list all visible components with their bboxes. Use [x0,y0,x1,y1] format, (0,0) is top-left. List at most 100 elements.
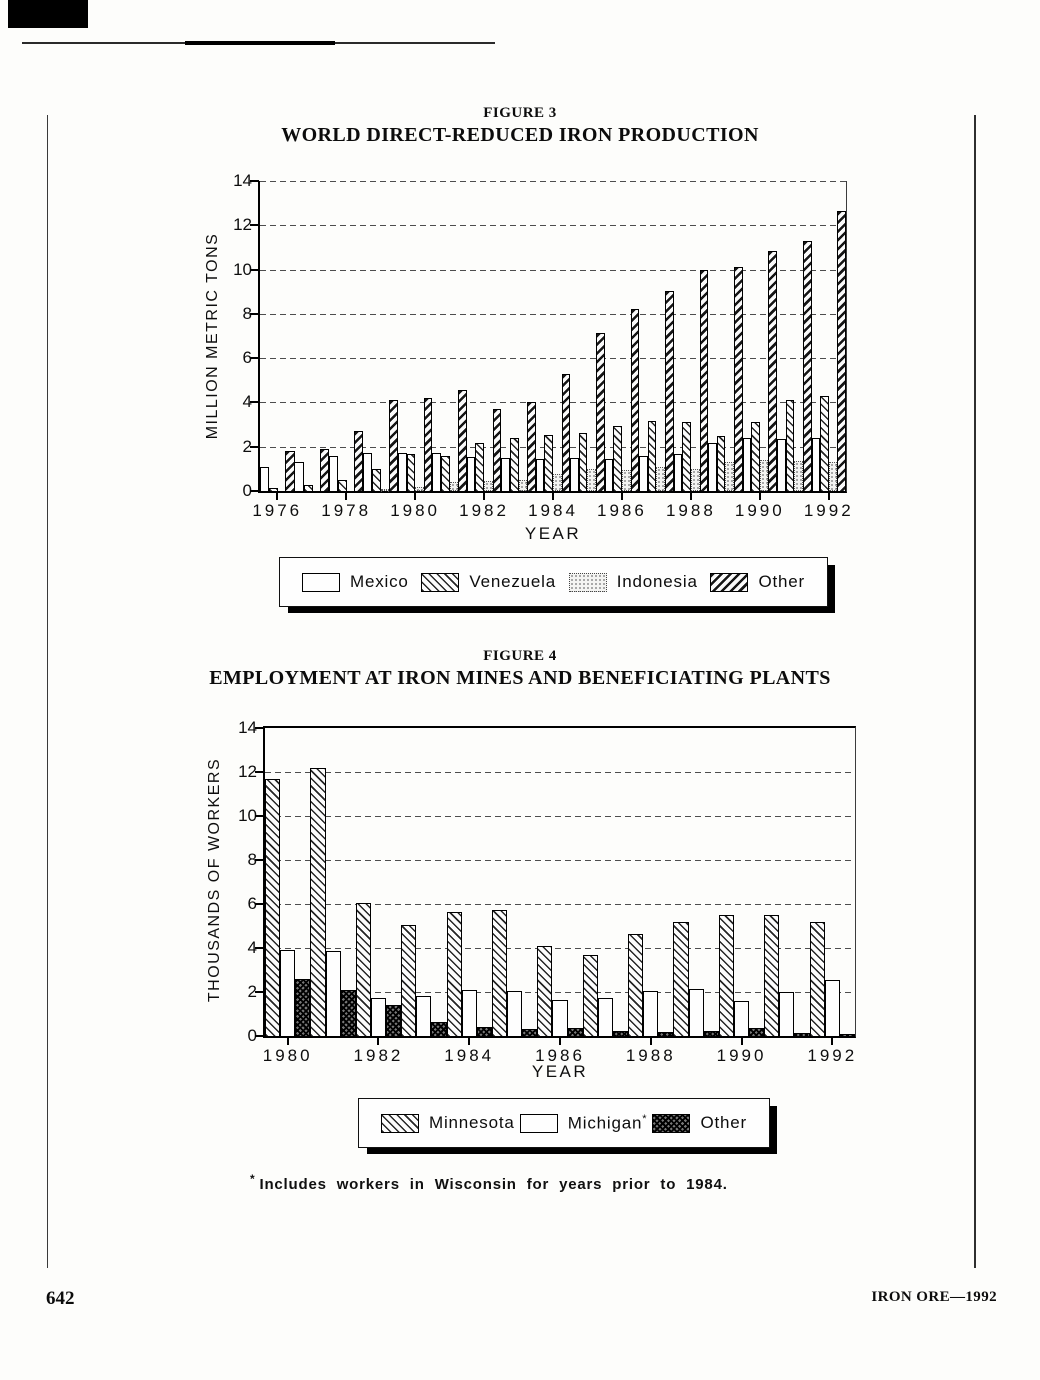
bar-group-1984 [446,728,492,1036]
legend-swatch-other [710,572,749,592]
bar-indonesia-1987 [656,466,666,491]
bar-other-1989 [733,267,743,491]
x-tick-label-1980: 1980 [390,501,441,520]
bar-group-1992 [811,181,847,491]
y-tick-label-4: 4 [247,938,257,958]
bar-other-1985 [522,1029,538,1036]
scan-artifact-bar [8,0,88,28]
bar-other-1978 [354,431,364,491]
bar-group-1978 [328,181,364,491]
bar-mexico-1981 [432,453,441,491]
bar-michigan-1990 [733,1000,750,1036]
figure3-legend: Mexico Venezuela Indonesia Other [279,557,828,607]
bar-group-1988 [628,728,674,1036]
bar-minnesota-1986 [537,945,553,1036]
bar-minnesota-1980 [265,778,281,1036]
bar-group-1987 [639,181,674,491]
bar-group-1981 [310,728,356,1036]
figure4-label: FIGURE 4 [483,648,557,664]
legend-item-michigan: Michigan* [519,1113,648,1134]
x-tick-mark-1980 [414,492,417,500]
bar-mexico-1991 [777,438,786,491]
y-tick-mark-4 [250,401,259,404]
x-tick-mark-1988 [689,492,692,500]
bar-group-1985 [491,728,538,1036]
bar-mexico-1978 [328,455,339,491]
bar-other-1976 [285,451,295,491]
y-tick-mark-2 [250,445,259,448]
x-tick-label-1976: 1976 [252,501,303,520]
bar-venezuela-1986 [613,425,622,491]
bar-group-1989 [708,181,743,491]
x-tick-label-1988: 1988 [625,1046,676,1065]
bar-other-1980 [295,978,311,1036]
bar-indonesia-1982 [484,481,493,491]
y-tick-label-6: 6 [242,348,252,368]
bar-group-1992 [809,728,855,1036]
bar-minnesota-1989 [673,921,689,1036]
x-tick-label-1990: 1990 [734,501,785,520]
bar-minnesota-1982 [355,902,371,1036]
bar-indonesia-1985 [587,468,597,491]
bar-mexico-1989 [708,443,717,491]
y-tick-label-0: 0 [247,1026,257,1045]
legend-item-venezuela: Venezuela [421,572,556,592]
y-tick-label-2: 2 [247,982,257,1002]
figure4-legend: Minnesota Michigan* Other [358,1098,770,1148]
bar-venezuela-1989 [716,435,726,491]
bar-mexico-1982 [466,456,476,491]
y-tick-label-12: 12 [238,762,257,781]
bar-other-1989 [703,1030,719,1036]
bar-minnesota-1985 [491,909,508,1036]
bar-other-1992 [837,210,847,491]
bar-mexico-1979 [363,453,373,491]
bar-indonesia-1983 [518,479,528,491]
x-tick-label-1992: 1992 [803,501,854,520]
y-tick-label-6: 6 [247,894,257,913]
y-tick-label-12: 12 [233,215,252,235]
y-tick-mark-12 [255,771,264,773]
page-number: 642 [46,1288,75,1309]
bar-other-1979 [389,400,398,491]
legend-label-venezuela: Venezuela [469,572,557,591]
y-tick-label-0: 0 [242,481,252,500]
bar-mexico-1990 [742,437,752,491]
y-tick-mark-4 [255,947,264,950]
legend-swatch-minnesota [381,1113,419,1133]
bar-other-1986 [630,309,640,491]
bar-group-1982 [466,181,502,491]
bar-indonesia-1980 [415,486,424,491]
bar-mexico-1984 [535,458,545,491]
gridline-10 [260,269,846,271]
y-tick-mark-0 [255,1035,264,1037]
bar-indonesia-1981 [449,482,459,491]
bar-michigan-1988 [643,990,659,1036]
x-tick-label-1992: 1992 [807,1046,858,1065]
y-tick-mark-14 [255,727,264,729]
bar-michigan-1984 [461,989,477,1036]
x-tick-label-1984: 1984 [444,1046,495,1065]
bar-michigan-1985 [507,990,523,1036]
gridline-14 [260,181,846,182]
bar-group-1987 [582,728,629,1036]
legend-label-other: Other [758,572,805,591]
bar-other-1984 [476,1027,492,1036]
gridline-6 [260,358,846,360]
x-tick-mark-1986 [620,492,623,500]
y-tick-label-10: 10 [238,806,257,825]
bar-group-1976 [260,181,295,491]
x-tick-mark-1992 [831,1037,834,1045]
bar-indonesia-1986 [621,469,631,491]
bar-other-1977 [319,448,329,491]
bar-other-1982 [492,409,502,491]
x-tick-label-1980: 1980 [262,1046,313,1065]
y-tick-mark-6 [250,357,259,360]
x-tick-mark-1990 [758,492,761,500]
bar-other-1992 [839,1033,855,1036]
bar-minnesota-1992 [809,921,825,1036]
figure4-plot-area: 0 2 4 6 8 10 12 14 1980 1982 1984 1986 1988 1990 1992 [238,718,856,1065]
bar-mexico-1976 [260,466,270,491]
legend-item-mexico: Mexico [302,572,409,592]
y-tick-mark-0 [250,490,259,492]
